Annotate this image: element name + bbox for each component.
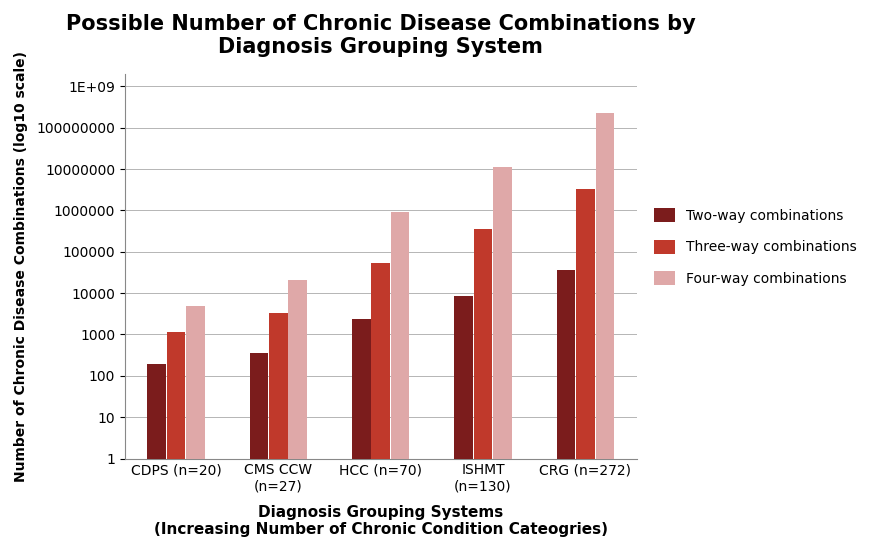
Bar <box>167 332 185 551</box>
Bar <box>371 263 389 551</box>
Y-axis label: Number of Chronic Disease Combinations (log10 scale): Number of Chronic Disease Combinations (… <box>14 51 28 482</box>
Title: Possible Number of Chronic Disease Combinations by
Diagnosis Grouping System: Possible Number of Chronic Disease Combi… <box>66 14 695 57</box>
Bar <box>493 167 511 551</box>
Bar <box>186 306 204 551</box>
Bar <box>390 212 409 551</box>
Bar <box>289 280 307 551</box>
Bar <box>595 113 613 551</box>
Bar <box>352 318 370 551</box>
Bar <box>454 296 473 551</box>
Bar <box>474 229 492 551</box>
Bar <box>269 313 288 551</box>
Legend: Two-way combinations, Three-way combinations, Four-way combinations: Two-way combinations, Three-way combinat… <box>648 203 861 291</box>
Bar <box>147 364 166 551</box>
Bar <box>575 189 594 551</box>
Bar <box>249 353 267 551</box>
Bar <box>556 269 574 551</box>
X-axis label: Diagnosis Grouping Systems
(Increasing Number of Chronic Condition Cateogries): Diagnosis Grouping Systems (Increasing N… <box>153 505 607 537</box>
